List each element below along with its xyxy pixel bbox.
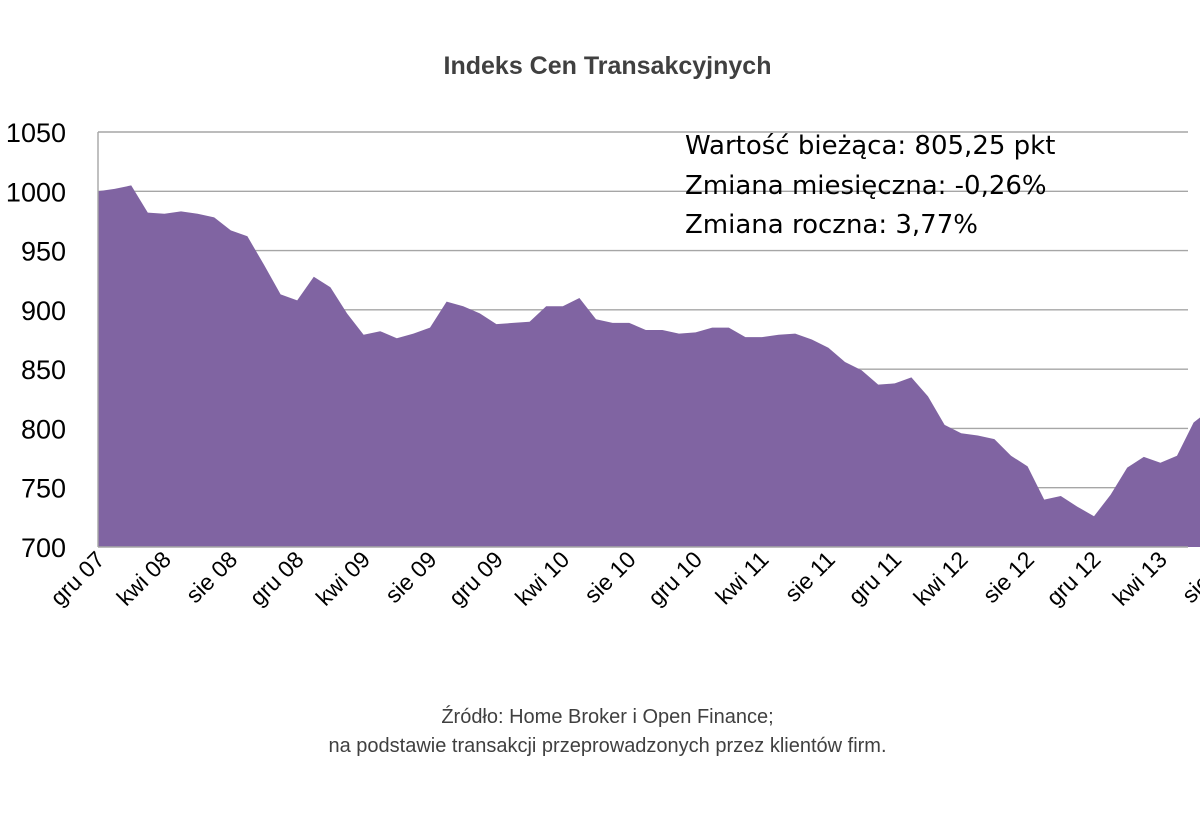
y-tick-label: 1050 <box>6 118 66 148</box>
y-tick-label: 950 <box>21 237 66 267</box>
x-axis-tick-labels: gru 07 kwi 08 sie 08 gru 08 kwi 09 sie 09 gru … <box>45 546 1200 611</box>
chart-title: Indeks Cen Transakcyjnych <box>443 52 772 80</box>
x-tick-label: kwi 10 <box>510 546 574 610</box>
x-tick-label: sie 12 <box>977 546 1039 608</box>
summary-annotation: Wartość bieżąca: 805,25 pkt Zmiana miesi… <box>685 127 1055 246</box>
x-tick-label: sie 09 <box>380 546 442 608</box>
y-tick-label: 800 <box>21 414 66 444</box>
y-tick-label: 1000 <box>6 177 66 207</box>
area-series <box>98 185 1200 547</box>
yearly-change-text: Zmiana roczna: 3,77% <box>685 210 978 240</box>
x-tick-label: kwi 13 <box>1107 546 1171 610</box>
y-tick-label: 750 <box>21 474 66 504</box>
current-value-text: Wartość bieżąca: 805,25 pkt <box>685 131 1056 161</box>
x-tick-label: gru 11 <box>843 546 906 609</box>
x-tick-label: gru 08 <box>244 546 309 611</box>
x-tick-label: sie 11 <box>779 546 840 607</box>
x-tick-label: kwi 12 <box>908 546 972 610</box>
y-tick-label: 700 <box>21 533 66 563</box>
area-chart: 700 750 800 850 900 950 1000 1050 gru 07 kwi 08 s… <box>6 118 1200 611</box>
source-line-1: Źródło: Home Broker i Open Finance; <box>441 706 774 728</box>
x-tick-label: gru 09 <box>443 546 508 611</box>
area-fill <box>98 185 1200 547</box>
source-note: Źródło: Home Broker i Open Finance; na p… <box>0 703 1200 761</box>
x-tick-label: kwi 08 <box>111 546 175 610</box>
x-tick-label: gru 12 <box>1041 546 1106 611</box>
monthly-change-text: Zmiana miesięczna: -0,26% <box>685 170 1047 201</box>
source-line-2: na podstawie transakcji przeprowadzonych… <box>328 735 887 757</box>
y-tick-label: 850 <box>21 355 66 385</box>
x-tick-label: sie 08 <box>181 546 243 608</box>
y-axis-tick-labels: 700 750 800 850 900 950 1000 1050 <box>6 118 66 563</box>
x-tick-label: sie 13 <box>1177 546 1200 608</box>
x-tick-label: kwi 09 <box>311 546 375 610</box>
axes <box>97 132 1188 548</box>
x-tick-label: kwi 11 <box>710 546 773 609</box>
x-tick-label: gru 10 <box>643 546 708 611</box>
y-tick-label: 900 <box>21 296 66 326</box>
x-tick-label: sie 10 <box>579 546 641 608</box>
